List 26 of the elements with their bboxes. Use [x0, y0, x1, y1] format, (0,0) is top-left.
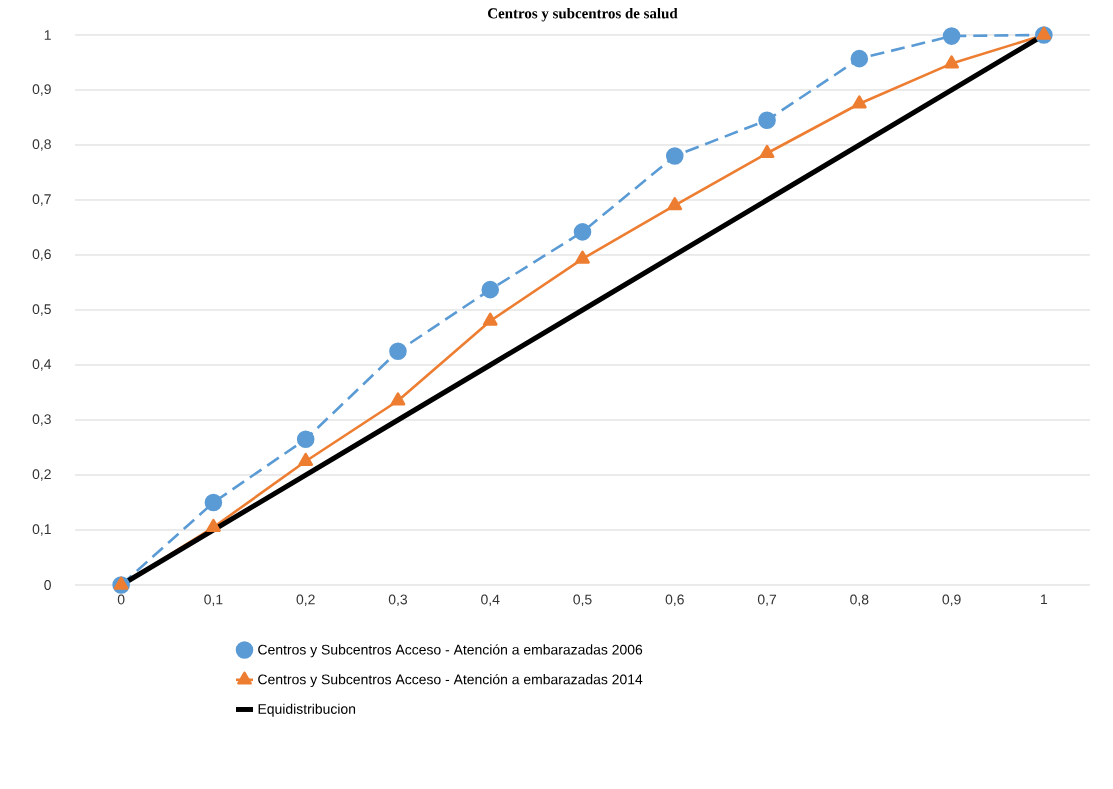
y-tick-label: 0,9: [32, 84, 51, 96]
y-tick-label: 0,1: [32, 524, 51, 536]
y-tick-label: 0,5: [32, 304, 51, 316]
legend-label: Centros y Subcentros Acceso - Atención a embarazadas 2014: [258, 673, 643, 688]
y-tick-label: 0,3: [32, 414, 51, 426]
y-tick-label: 0,2: [32, 469, 51, 481]
legend-label: Equidistribucion: [258, 703, 356, 717]
x-tick-label: 0: [117, 594, 125, 605]
x-tick-label: 0,6: [665, 594, 684, 607]
x-tick-label: 0,7: [757, 594, 777, 607]
x-tick-label: 0,8: [850, 594, 869, 607]
y-tick-label: 0,7: [32, 194, 51, 206]
y-tick-label: 0,6: [32, 249, 51, 261]
y-tick-label: 0,8: [32, 139, 51, 151]
x-tick-label: 0,1: [204, 594, 223, 607]
x-tick-label: 0,9: [942, 594, 961, 607]
y-tick-label: 1: [44, 30, 51, 40]
x-tick-label: 0,2: [296, 594, 315, 607]
x-tick-label: 1: [1041, 594, 1048, 605]
x-tick-label: 0,5: [573, 594, 592, 607]
y-tick-label: 0: [44, 580, 51, 590]
chart-title: Centros y subcentros de salud: [488, 7, 678, 22]
x-tick-label: 0,3: [388, 594, 408, 607]
legend-label: Centros y Subcentros Acceso - Atención a embarazadas 2006: [258, 644, 643, 658]
x-tick-label: 0,4: [481, 594, 500, 607]
y-tick-label: 0,4: [32, 359, 52, 371]
